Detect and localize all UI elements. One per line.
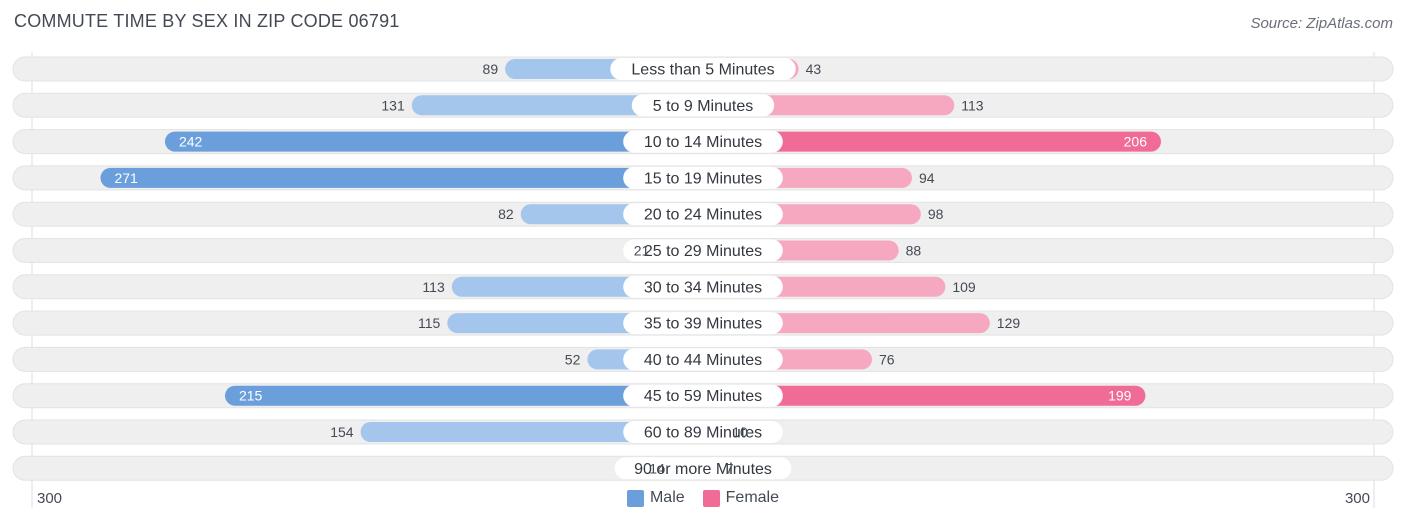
- category-label-background: [631, 94, 775, 117]
- category-label: 45 to 59 Minutes: [644, 388, 762, 405]
- value-label-female: 94: [919, 170, 935, 186]
- chart-title: COMMUTE TIME BY SEX IN ZIP CODE 06791: [14, 11, 400, 31]
- value-label-female: 109: [952, 279, 976, 295]
- value-label-female: 206: [1124, 134, 1148, 150]
- category-label-background: [623, 312, 783, 335]
- value-label-male: 14: [649, 460, 665, 476]
- value-label-female: 113: [961, 97, 984, 113]
- source-note: Source: ZipAtlas.com: [1250, 15, 1393, 32]
- category-label-background: [610, 58, 796, 80]
- legend-swatch-male: [626, 489, 644, 507]
- legend-swatch-female: [702, 489, 720, 507]
- legend-item-female[interactable]: Female: [702, 489, 780, 507]
- category-label: Less than 5 Minutes: [631, 62, 774, 79]
- category-label-background: [614, 457, 792, 480]
- category-label: 40 to 44 Minutes: [644, 352, 762, 369]
- legend-label-male: Male: [649, 489, 685, 506]
- value-label-female: 43: [806, 61, 822, 77]
- value-label-male: 154: [330, 424, 354, 440]
- value-label-female: 88: [906, 243, 922, 259]
- value-label-female: 98: [928, 206, 944, 222]
- value-label-female: 129: [997, 315, 1021, 331]
- category-label-background: [623, 203, 783, 226]
- category-label: 15 to 19 Minutes: [644, 170, 762, 187]
- bar-male: [224, 385, 713, 406]
- value-label-male: 52: [565, 351, 581, 367]
- legend-item-male[interactable]: Male: [626, 489, 685, 507]
- value-label-male: 271: [114, 170, 138, 186]
- axis-right-label: 300: [1344, 490, 1370, 507]
- bar-male: [100, 167, 713, 188]
- category-label: 35 to 39 Minutes: [644, 316, 762, 333]
- axis-left-label: 300: [37, 490, 63, 507]
- category-label: 20 to 24 Minutes: [644, 207, 762, 224]
- category-label-background: [623, 166, 783, 189]
- legend: Male Female: [0, 489, 1406, 507]
- category-label: 60 to 89 Minutes: [644, 425, 762, 442]
- category-label-background: [623, 421, 783, 443]
- value-label-male: 82: [498, 206, 514, 222]
- category-label-background: [623, 239, 783, 262]
- value-label-female: 76: [879, 351, 895, 367]
- category-label-background: [623, 384, 783, 407]
- legend-label-female: Female: [725, 489, 780, 506]
- category-label: 10 to 14 Minutes: [644, 134, 762, 151]
- category-label: 30 to 34 Minutes: [644, 279, 762, 296]
- value-label-female: 7: [726, 460, 734, 476]
- bar-male: [164, 131, 713, 152]
- value-label-male: 215: [239, 388, 263, 404]
- category-label-background: [623, 348, 783, 371]
- category-label: 5 to 9 Minutes: [653, 98, 754, 115]
- value-label-female: 10: [732, 424, 748, 440]
- value-label-male: 89: [483, 61, 499, 77]
- value-label-male: 113: [422, 279, 445, 295]
- value-label-male: 131: [381, 97, 405, 113]
- value-label-female: 199: [1108, 388, 1132, 404]
- bar-female: [693, 131, 1162, 152]
- category-label: 25 to 29 Minutes: [644, 243, 762, 260]
- category-label-background: [623, 130, 783, 153]
- bar-female: [693, 385, 1146, 406]
- value-label-male: 21: [634, 243, 650, 259]
- category-label-background: [623, 275, 783, 298]
- category-label: 90 or more Minutes: [634, 461, 772, 478]
- value-label-male: 115: [418, 315, 441, 331]
- value-label-male: 242: [179, 134, 203, 150]
